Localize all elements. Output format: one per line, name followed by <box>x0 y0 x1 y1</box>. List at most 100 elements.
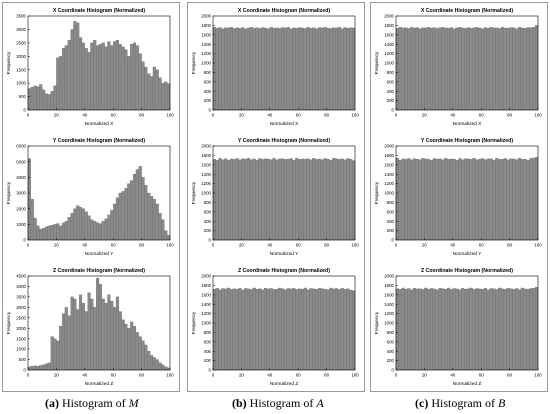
histogram-bar <box>164 81 168 111</box>
histogram-bar <box>289 158 293 241</box>
x-tick-label: 80 <box>139 113 144 118</box>
histogram-bar <box>255 289 259 371</box>
histogram-bar <box>303 28 307 111</box>
y-tick-label: 2000 <box>16 54 26 59</box>
y-tick-label: 1800 <box>384 23 394 28</box>
histogram-bar <box>215 28 219 111</box>
histogram-bar <box>96 222 100 241</box>
histogram-bar <box>424 158 428 241</box>
y-tick-label: 1500 <box>16 336 26 341</box>
y-tick-label: 1000 <box>16 222 26 227</box>
histogram-bar <box>492 288 496 371</box>
y-tick-label: 1000 <box>16 347 26 352</box>
histogram-bar <box>246 27 251 111</box>
y-tick-label: 1400 <box>384 172 394 177</box>
histogram-bar <box>33 365 37 371</box>
histogram-bar <box>309 28 313 111</box>
y-tick-label: 2000 <box>384 14 394 19</box>
histogram-bar <box>144 66 148 111</box>
histogram-bar <box>441 288 445 371</box>
histogram-bar <box>340 288 344 371</box>
histogram-bar <box>221 159 225 241</box>
histogram-bar <box>495 158 499 241</box>
histogram-bar <box>512 158 516 241</box>
histogram-bar <box>412 158 417 241</box>
y-tick-label: 1600 <box>201 32 211 37</box>
histogram-bar <box>449 289 453 371</box>
y-tick-label: 1600 <box>201 292 211 297</box>
x-tick-label: 80 <box>507 243 512 248</box>
y-tick-label: 1600 <box>201 162 211 167</box>
histogram-bar <box>506 28 510 111</box>
histogram-bar <box>255 27 259 111</box>
histogram-bar <box>70 296 74 371</box>
histogram-bar <box>412 27 417 111</box>
histogram-bar <box>286 159 290 241</box>
histogram-bar <box>295 28 299 111</box>
y-tick-label: 600 <box>204 209 212 214</box>
histogram-bar <box>218 158 222 241</box>
histogram-bar <box>101 221 105 241</box>
histogram-bar <box>124 323 128 371</box>
y-tick-label: 1400 <box>201 302 211 307</box>
histogram-bar <box>229 27 234 111</box>
histogram-bar <box>349 27 353 111</box>
histogram-bar <box>410 27 414 111</box>
histogram-bar <box>132 174 137 241</box>
histogram-bar <box>263 158 268 241</box>
histogram-bar <box>295 158 299 241</box>
histogram-bar <box>107 41 111 111</box>
histogram-bar <box>526 159 530 241</box>
histogram-bar <box>424 287 428 371</box>
y-tick-label: 3000 <box>16 305 26 310</box>
x-tick-label: 80 <box>139 243 144 248</box>
histogram-bar <box>395 158 399 241</box>
x-tick-label: 100 <box>166 373 174 378</box>
histogram-bar <box>76 205 80 241</box>
x-tick-label: 100 <box>351 243 359 248</box>
bar-group <box>212 287 356 371</box>
histogram-bar <box>320 288 324 371</box>
histogram-bar <box>526 289 530 371</box>
histogram-bar <box>309 288 313 371</box>
histogram-bar <box>429 28 434 111</box>
histogram-bar <box>39 228 43 241</box>
x-tick-label: 80 <box>139 373 144 378</box>
histogram-bar <box>30 87 34 111</box>
histogram-bar <box>42 89 46 111</box>
histogram-bar <box>115 296 120 371</box>
y-axis-label: Frequency <box>374 181 380 204</box>
x-tick-label: 20 <box>239 373 244 378</box>
histogram-bar <box>73 208 77 241</box>
x-tick-label: 100 <box>534 113 542 118</box>
y-axis-label: Frequency <box>191 51 197 74</box>
histogram-bar <box>438 27 442 111</box>
histogram-bar <box>432 158 436 241</box>
histogram-bar <box>78 294 83 371</box>
histogram-bar <box>118 44 122 111</box>
y-tick-label: 2000 <box>384 274 394 279</box>
histogram-bar <box>424 27 428 111</box>
histogram-chart: X Coordinate Histogram (Normalized)02004… <box>191 8 359 127</box>
histogram-bar <box>167 83 171 111</box>
histogram-bar <box>67 40 71 111</box>
histogram-bar <box>93 307 97 371</box>
y-tick-label: 1400 <box>384 42 394 47</box>
histogram-bar <box>320 27 324 111</box>
x-tick-label: 60 <box>479 243 484 248</box>
histogram-bar <box>346 158 350 241</box>
y-tick-label: 0 <box>24 368 27 373</box>
histogram-bar <box>42 228 46 241</box>
histogram-bar <box>500 288 505 371</box>
chart-title: X Coordinate Histogram (Normalized) <box>238 8 331 14</box>
x-tick-label: 40 <box>267 113 272 118</box>
y-tick-label: 800 <box>387 330 395 335</box>
x-tick-label: 100 <box>166 113 174 118</box>
histogram-bar <box>261 27 265 111</box>
histogram-bar <box>152 357 156 371</box>
histogram-bar <box>47 362 51 371</box>
histogram-panel: Y Coordinate Histogram (Normalized) 0 200 4… <box>189 134 361 262</box>
y-tick-label: 0 <box>209 238 212 243</box>
histogram-bar <box>56 57 60 111</box>
histogram-bar <box>466 288 470 371</box>
